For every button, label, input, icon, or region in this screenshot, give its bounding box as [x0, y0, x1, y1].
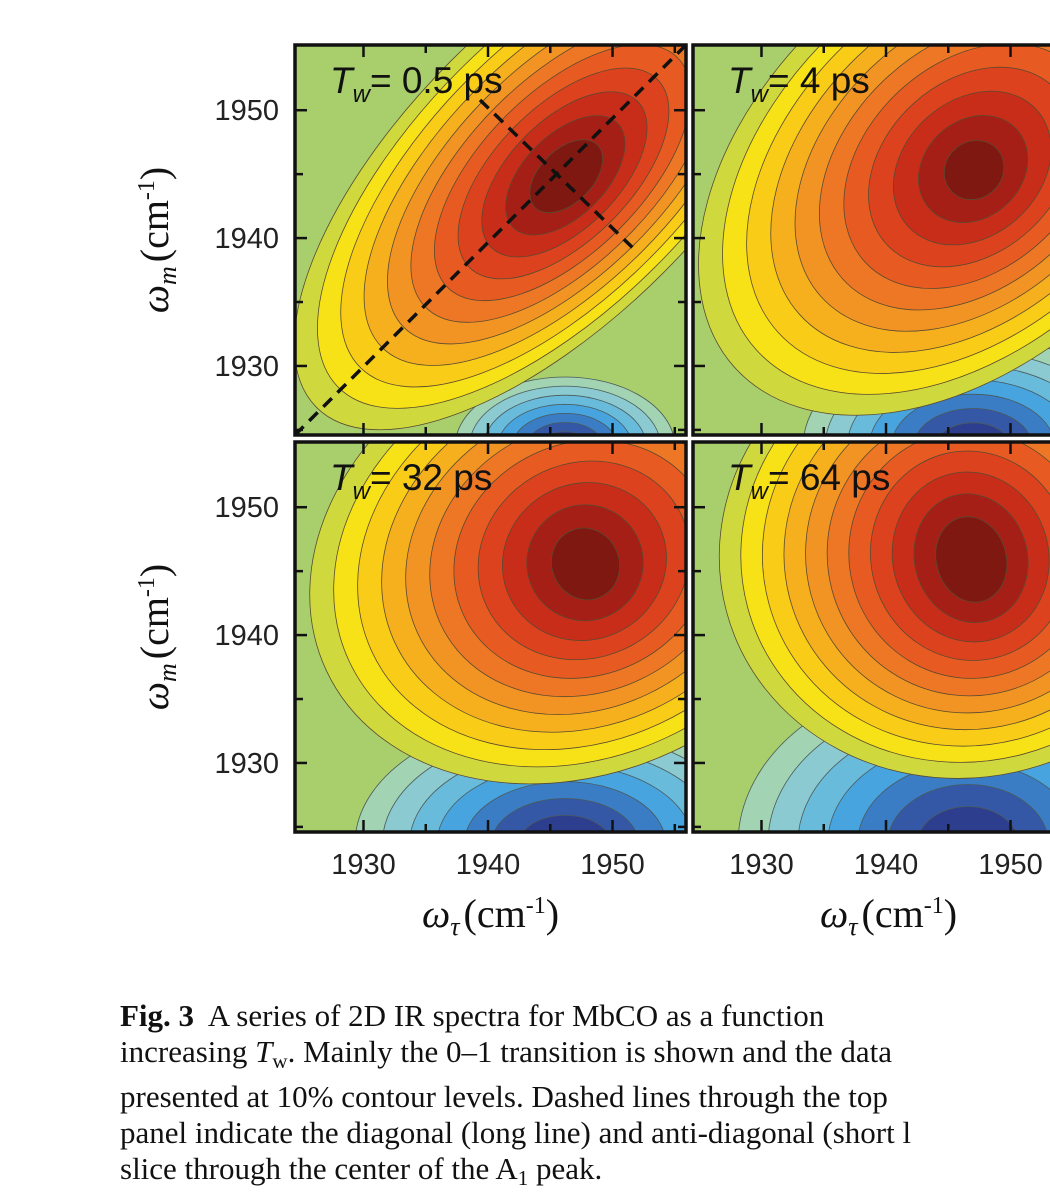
caption-text: 1 [517, 1166, 529, 1190]
caption-text: T [255, 1034, 273, 1069]
panel-frame [293, 43, 688, 437]
axis-symbol: ω [820, 891, 848, 936]
axis-symbol: ω [422, 891, 450, 936]
axis-close: ) [132, 564, 177, 577]
panel [295, 45, 686, 435]
axis-symbol: ω [132, 682, 177, 710]
axis-exponent: -1 [134, 577, 160, 597]
panel-title: Tw= 64 ps [728, 457, 890, 505]
caption-text: Fig. 3 [120, 998, 195, 1033]
contour-band [530, 422, 600, 435]
caption-text: panel indicate the diagonal (long line) … [120, 1115, 912, 1150]
axis-label: ωm (cm-1) [132, 167, 182, 314]
contour-band [888, 784, 1048, 832]
panel-frame [691, 440, 1050, 834]
axis-exponent: -1 [134, 180, 160, 200]
axis-label: ωτ (cm-1) [422, 891, 559, 941]
x-tick-label: 1940 [456, 849, 521, 881]
y-tick-label: 1940 [214, 620, 279, 652]
axis-label: ωm (cm-1) [132, 564, 182, 711]
panel-frame [691, 43, 1050, 437]
y-tick-label: 1940 [214, 223, 279, 255]
caption-line: slice through the center of the A1 peak. [120, 1151, 1050, 1196]
panel [295, 442, 686, 832]
title-subscript: w [751, 478, 770, 505]
x-tick-label: 1950 [978, 849, 1043, 881]
caption-text: slice through the center of the A [120, 1151, 518, 1186]
axis-label: ωτ (cm-1) [820, 891, 957, 941]
panel [693, 442, 1050, 832]
contour-band [939, 422, 1007, 435]
axis-subscript: τ [450, 912, 461, 941]
caption-line: presented at 10% contour levels. Dashed … [120, 1079, 1050, 1115]
x-tick-label: 1930 [331, 849, 396, 881]
title-symbol: T [330, 457, 355, 498]
caption-text: . Mainly the 0–1 transition is shown and… [287, 1034, 892, 1069]
x-tick-label: 1950 [580, 849, 645, 881]
caption-line: Fig. 3 A series of 2D IR spectra for MbC… [120, 998, 1050, 1034]
panel [693, 45, 1050, 435]
title-symbol: T [330, 60, 355, 101]
axis-subscript: τ [848, 912, 859, 941]
caption-line: panel indicate the diagonal (long line) … [120, 1115, 1050, 1151]
contour-band [529, 139, 604, 214]
antidiagonal-line [478, 98, 637, 252]
contour-band [919, 806, 1017, 832]
y-tick-label: 1950 [214, 492, 279, 524]
contour-band [943, 140, 1005, 200]
panel-frame [293, 440, 688, 834]
caption-text: peak. [528, 1151, 603, 1186]
panel-title: Tw= 32 ps [330, 457, 492, 505]
title-text: = 32 ps [370, 457, 492, 498]
title-symbol: T [728, 457, 753, 498]
axis-unit: (cm [132, 597, 177, 659]
title-symbol: T [728, 60, 753, 101]
axis-close: ) [546, 891, 559, 936]
diagonal-line [295, 45, 686, 435]
contour-band [551, 527, 621, 601]
contour-band [522, 815, 608, 832]
title-subscript: w [751, 81, 770, 108]
title-subscript: w [353, 478, 372, 505]
panel-title: Tw= 4 ps [728, 60, 870, 108]
title-text: = 4 ps [768, 60, 870, 101]
axis-symbol: ω [132, 285, 177, 313]
x-tick-label: 1940 [854, 849, 919, 881]
caption-text: A series of 2D IR spectra for MbCO as a … [194, 998, 825, 1033]
y-tick-label: 1930 [214, 351, 279, 383]
panel-title: Tw= 0.5 ps [330, 60, 503, 108]
axis-subscript: m [153, 663, 182, 682]
axis-exponent: -1 [526, 893, 546, 919]
y-tick-label: 1930 [214, 748, 279, 780]
title-subscript: w [353, 81, 372, 108]
axis-unit: (cm [464, 891, 526, 936]
caption: Fig. 3 A series of 2D IR spectra for MbC… [120, 998, 1050, 1196]
caption-text: w [272, 1049, 288, 1073]
axis-subscript: m [153, 266, 182, 285]
axis-exponent: -1 [924, 893, 944, 919]
axis-unit: (cm [132, 200, 177, 262]
contour-band [935, 516, 1008, 603]
axis-close: ) [944, 891, 957, 936]
caption-line: increasing Tw. Mainly the 0–1 transition… [120, 1034, 1050, 1079]
title-text: = 64 ps [768, 457, 890, 498]
caption-text: increasing [120, 1034, 256, 1069]
axis-unit: (cm [862, 891, 924, 936]
title-text: = 0.5 ps [370, 60, 503, 101]
y-tick-label: 1950 [214, 95, 279, 127]
caption-text: presented at 10% contour levels. Dashed … [120, 1079, 888, 1114]
axis-close: ) [132, 167, 177, 180]
contour-band [916, 408, 1030, 435]
x-tick-label: 1930 [729, 849, 794, 881]
